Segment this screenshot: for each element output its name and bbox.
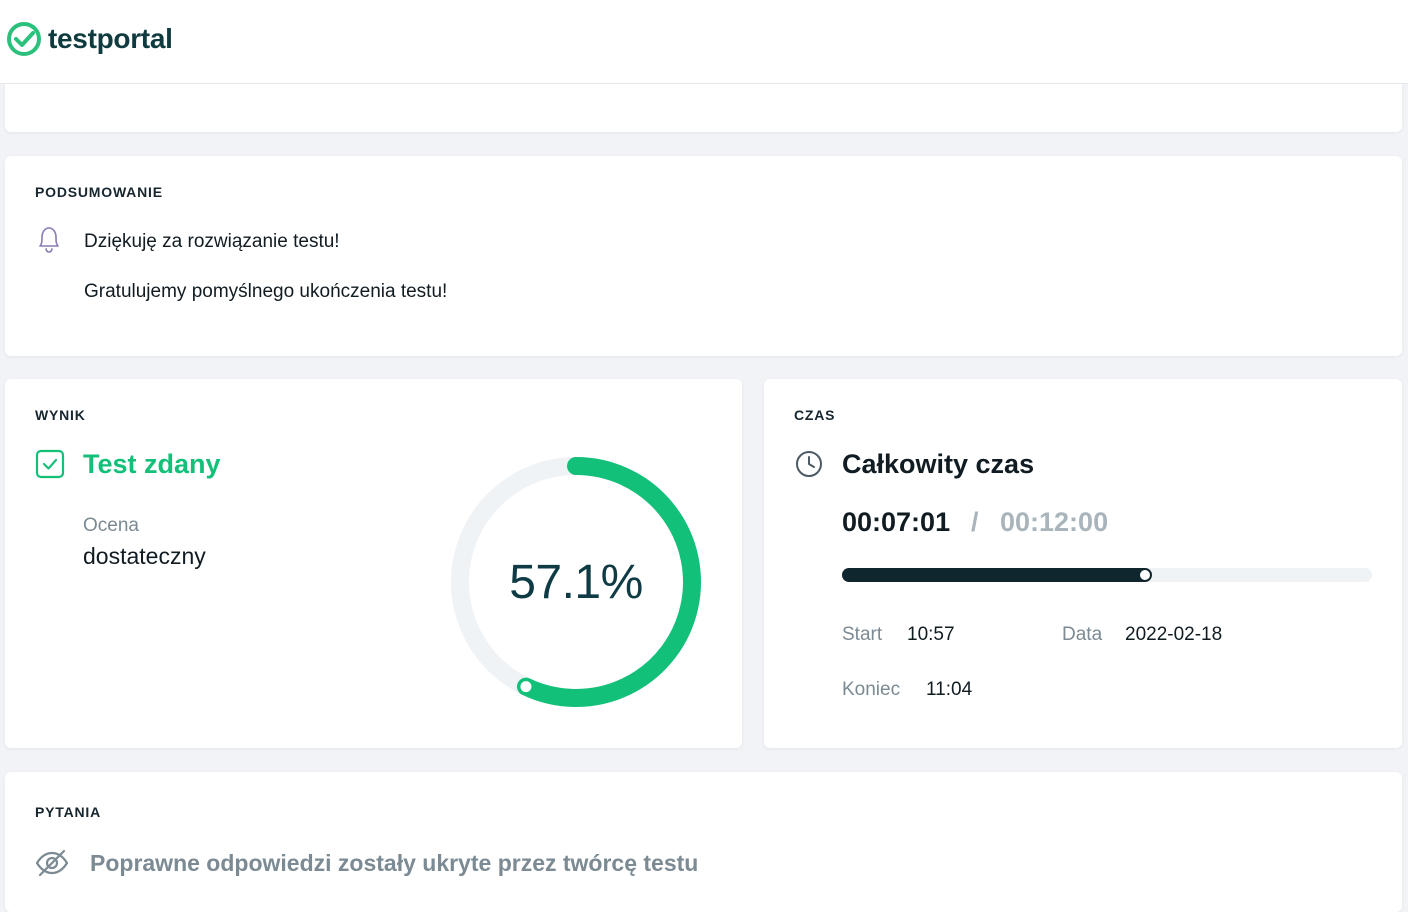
pass-status: Test zdany <box>83 449 221 479</box>
date-value: 2022-02-18 <box>1125 624 1223 645</box>
score-gauge: 57.1% <box>441 447 711 717</box>
end-label: Koniec <box>842 679 901 700</box>
time-progress-fill <box>842 568 1152 582</box>
thanks-text: Dziękuję za rozwiązanie testu! <box>84 231 340 252</box>
total-time-title: Całkowity czas <box>842 449 1035 479</box>
hidden-answers-note: Poprawne odpowiedzi zostały ukryte przez… <box>90 850 699 876</box>
end-value: 11:04 <box>926 679 973 700</box>
questions-card: PYTANIA Poprawne odpowiedzi zostały ukry… <box>5 772 1402 912</box>
time-separator: / <box>971 507 979 537</box>
start-label: Start <box>842 624 883 645</box>
previous-card <box>5 84 1402 132</box>
logo-check-icon <box>7 22 41 56</box>
testportal-logo[interactable]: testportal <box>6 21 173 57</box>
top-bar: testportal <box>0 0 1408 84</box>
score-ring-fill <box>516 457 701 707</box>
score-ring-knob <box>518 679 534 695</box>
result-card: WYNIK Test zdany Ocena dostateczny 57.1% <box>5 379 742 748</box>
result-section-title: WYNIK <box>35 407 86 423</box>
grade-value: dostateczny <box>83 543 206 569</box>
questions-section-title: PYTANIA <box>35 804 102 820</box>
start-value: 10:57 <box>907 624 955 645</box>
summary-card: PODSUMOWANIE Dziękuję za rozwiązanie tes… <box>5 156 1402 356</box>
clock-icon <box>796 451 822 477</box>
congrats-text: Gratulujemy pomyślnego ukończenia testu! <box>84 281 448 302</box>
date-label: Data <box>1062 624 1103 645</box>
score-percentage: 57.1% <box>509 555 643 609</box>
grade-label: Ocena <box>83 515 139 536</box>
bell-icon <box>39 227 59 253</box>
summary-section-title: PODSUMOWANIE <box>35 184 163 200</box>
time-card: CZAS Całkowity czas 00:07:01 / 00:12:00 … <box>764 379 1402 748</box>
time-limit: 00:12:00 <box>1000 507 1109 537</box>
time-progress-knob <box>1140 570 1150 580</box>
time-section-title: CZAS <box>794 407 836 423</box>
score-ring <box>451 457 701 707</box>
eye-slash-icon <box>35 849 69 877</box>
time-progress-bar <box>842 568 1372 582</box>
checkbox-checked-icon <box>35 449 65 479</box>
elapsed-time: 00:07:01 <box>842 507 951 537</box>
logo-text: testportal <box>48 23 173 54</box>
